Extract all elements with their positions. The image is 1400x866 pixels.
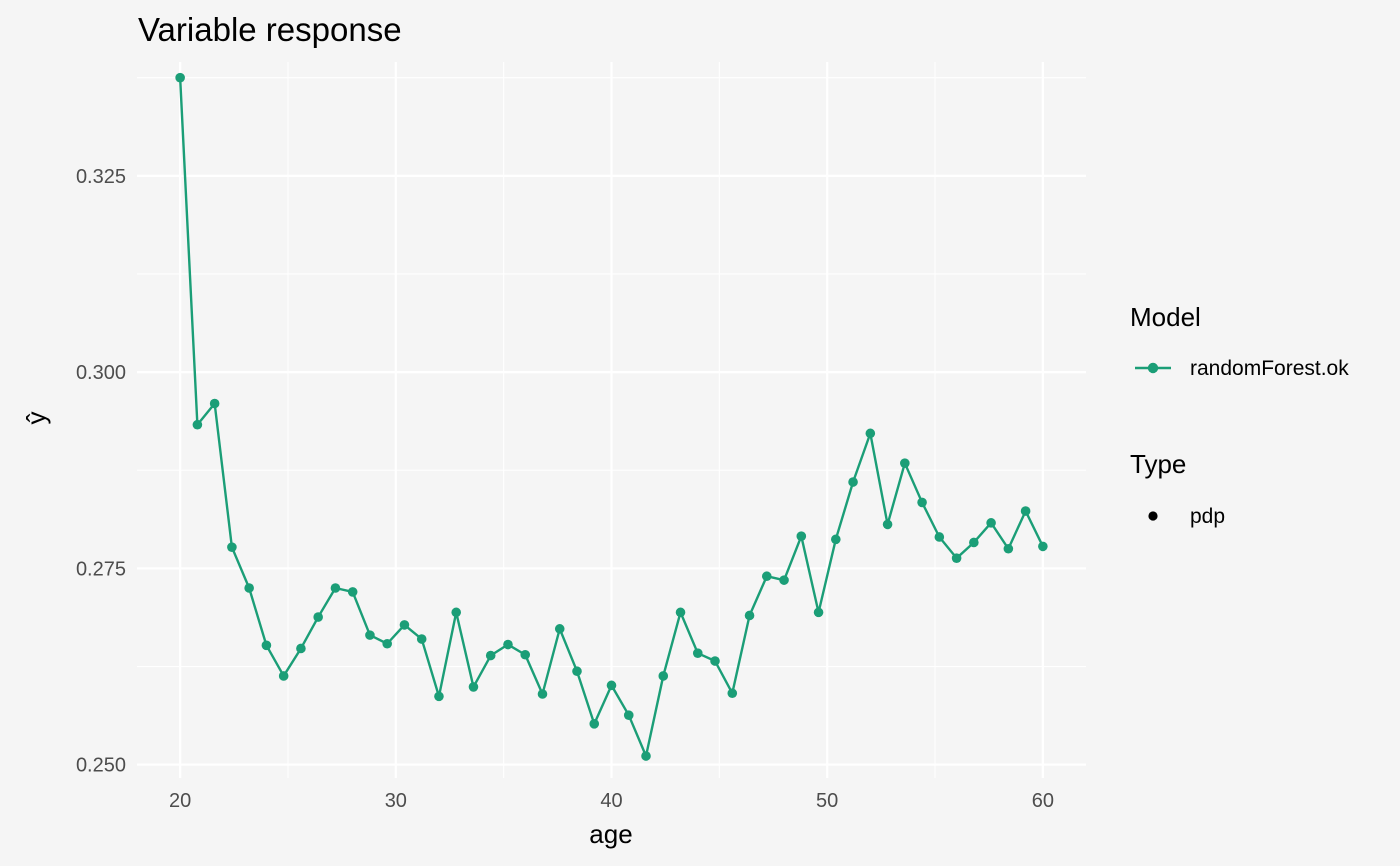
- data-point: [227, 542, 237, 552]
- y-axis-ticks: 0.250 0.275 0.300 0.325: [76, 166, 126, 777]
- data-point: [485, 650, 496, 661]
- data-point: [1003, 543, 1014, 554]
- data-point: [848, 477, 858, 487]
- data-point: [589, 719, 600, 729]
- data-point: [347, 587, 358, 597]
- data-point: [641, 751, 651, 761]
- data-point: [761, 571, 772, 582]
- data-point: [261, 640, 272, 651]
- y-tick-label: 0.325: [76, 166, 126, 188]
- data-point: [727, 688, 738, 699]
- y-tick-label: 0.275: [76, 558, 126, 580]
- y-tick-label: 0.250: [76, 755, 126, 777]
- data-point: [365, 630, 375, 640]
- legend: Model randomForest.ok Type pdp: [1130, 302, 1349, 528]
- data-point: [192, 419, 203, 430]
- x-tick-label: 50: [816, 790, 838, 812]
- data-point: [796, 531, 807, 541]
- y-axis-title: ŷ: [21, 412, 51, 425]
- data-point: [416, 634, 427, 644]
- data-point: [744, 610, 755, 621]
- data-point: [900, 458, 910, 468]
- x-tick-label: 30: [385, 790, 407, 812]
- data-point: [986, 518, 996, 528]
- data-point: [658, 671, 669, 681]
- legend-type-marker: [1148, 511, 1158, 521]
- data-point: [675, 607, 686, 618]
- grid: [137, 62, 1086, 778]
- data-point: [779, 575, 789, 585]
- data-point: [554, 624, 565, 634]
- data-point: [865, 428, 876, 439]
- data-point: [692, 648, 703, 658]
- x-axis-title: age: [589, 819, 632, 849]
- data-point: [382, 638, 392, 649]
- data-point: [503, 639, 513, 650]
- data-point: [175, 72, 185, 83]
- legend-model-label: randomForest.ok: [1190, 357, 1349, 380]
- data-point: [951, 553, 962, 563]
- data-point: [434, 691, 444, 702]
- x-tick-label: 20: [169, 790, 191, 812]
- data-point: [710, 656, 720, 666]
- data-point: [451, 607, 462, 618]
- y-tick-label: 0.300: [76, 362, 126, 384]
- data-point: [572, 666, 582, 677]
- chart-title: Variable response: [138, 11, 402, 48]
- x-tick-label: 60: [1032, 790, 1054, 812]
- data-point: [882, 519, 893, 530]
- data-point: [1038, 541, 1048, 552]
- data-point: [209, 398, 220, 409]
- data-point: [399, 620, 410, 630]
- data-point: [296, 643, 306, 654]
- data-point: [468, 682, 479, 692]
- data-point: [813, 607, 824, 618]
- data-point: [278, 671, 289, 681]
- data-point: [623, 710, 634, 720]
- data-point: [244, 583, 254, 593]
- legend-model-title: Model: [1130, 302, 1201, 332]
- plot-series: [175, 72, 1048, 761]
- x-tick-label: 40: [600, 790, 622, 812]
- data-point: [520, 649, 531, 660]
- data-point: [934, 532, 945, 542]
- data-point: [917, 497, 927, 508]
- data-point: [606, 680, 617, 691]
- legend-model-marker: [1147, 362, 1159, 374]
- data-point: [831, 534, 841, 545]
- x-axis-ticks: 20 30 40 50 60: [169, 790, 1054, 812]
- data-point: [1020, 506, 1031, 516]
- legend-type-title: Type: [1130, 449, 1186, 479]
- data-point: [969, 537, 979, 548]
- data-point: [537, 689, 548, 699]
- legend-type-label: pdp: [1190, 505, 1225, 528]
- data-point: [330, 583, 341, 593]
- data-point: [313, 612, 323, 622]
